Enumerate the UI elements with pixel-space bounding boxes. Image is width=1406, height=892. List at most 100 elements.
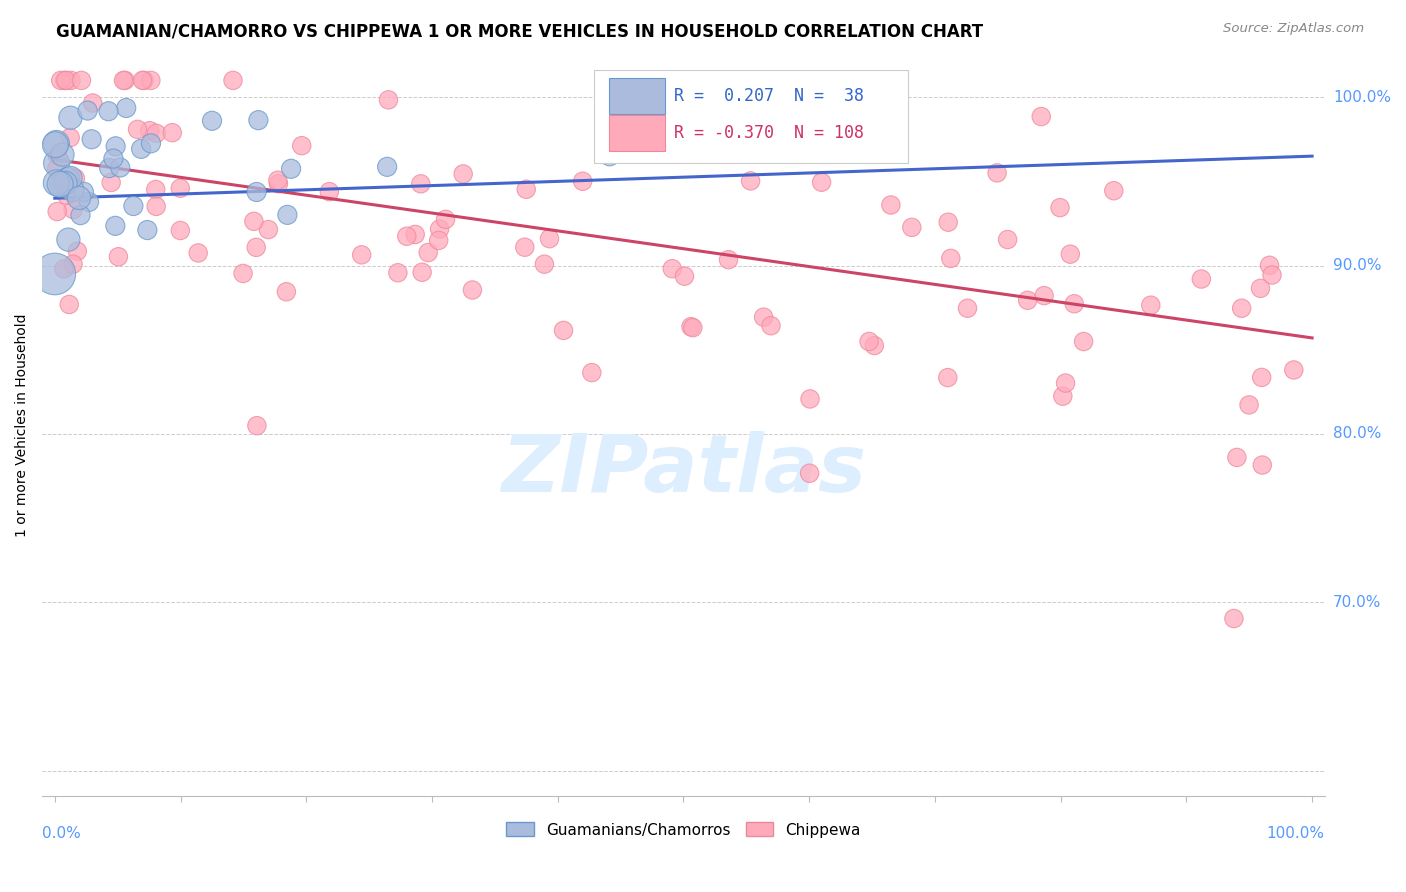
Point [53,73,76,87]
Point [112,73,135,87]
FancyBboxPatch shape [609,115,665,151]
Point [1033,288,1056,302]
Point [387,266,409,280]
Point [538,232,561,246]
Point [55,176,77,190]
Point [45,161,67,176]
FancyBboxPatch shape [593,70,908,162]
Point [350,248,373,262]
Point [127,122,149,136]
Point [59,170,82,185]
Point [810,175,832,189]
Point [139,136,162,151]
Point [939,252,962,266]
Point [257,222,280,236]
Point [986,166,1008,180]
Point [139,124,162,138]
Point [245,240,267,254]
Point [740,174,762,188]
Point [45,136,67,151]
Point [114,73,136,87]
Point [799,467,821,481]
Point [395,229,418,244]
Point [880,198,903,212]
Point [80,132,103,146]
Point [291,138,314,153]
Point [55,188,77,202]
Point [1230,301,1253,316]
Point [461,283,484,297]
Text: 0.0%: 0.0% [42,826,82,841]
Point [60,183,83,197]
Point [45,156,67,170]
Point [936,215,959,229]
Text: Source: ZipAtlas.com: Source: ZipAtlas.com [1223,22,1364,36]
Point [122,199,145,213]
Point [129,142,152,156]
Point [69,208,91,222]
Point [52,261,75,276]
Point [56,172,79,186]
Point [679,319,702,334]
Text: 80.0%: 80.0% [1333,426,1381,442]
Point [811,131,834,145]
Text: 100.0%: 100.0% [1333,90,1391,104]
Point [98,161,121,175]
Point [318,185,340,199]
Point [673,269,696,284]
Point [1250,281,1272,295]
Point [82,95,104,110]
Point [139,73,162,87]
Point [997,233,1019,247]
Point [682,320,704,334]
Point [162,126,184,140]
Point [132,73,155,87]
Point [77,194,100,209]
Point [49,73,72,87]
Y-axis label: 1 or more Vehicles in Household: 1 or more Vehicles in Household [15,314,30,537]
Point [51,147,73,161]
Point [799,392,821,406]
Point [571,174,593,188]
Text: R = -0.370  N = 108: R = -0.370 N = 108 [675,124,865,142]
Point [245,185,267,199]
Point [515,182,537,196]
Legend: Guamanians/Chamorros, Chippewa: Guamanians/Chamorros, Chippewa [501,816,868,844]
Point [232,267,254,281]
Point [375,160,398,174]
Point [145,199,167,213]
Point [1139,298,1161,312]
Point [280,161,302,176]
Point [276,208,298,222]
Point [76,103,98,118]
Point [1073,334,1095,349]
Point [759,318,782,333]
Point [451,167,474,181]
Point [247,113,270,128]
Point [404,227,426,242]
Point [59,111,82,125]
Point [201,113,224,128]
Point [44,137,66,152]
Point [1049,201,1071,215]
Point [107,250,129,264]
Point [856,106,879,120]
Point [100,176,122,190]
Point [1063,297,1085,311]
Text: R =  0.207  N =  38: R = 0.207 N = 38 [675,87,865,105]
Point [1059,247,1081,261]
Point [46,149,69,163]
Text: 90.0%: 90.0% [1333,258,1382,273]
Point [418,245,440,260]
Point [145,182,167,196]
Text: 70.0%: 70.0% [1333,595,1381,610]
Point [169,223,191,237]
Point [44,267,66,281]
Point [858,334,880,349]
Point [46,204,69,219]
Point [276,285,298,299]
Point [49,178,72,192]
Point [513,240,536,254]
Point [59,130,82,145]
Point [104,219,127,233]
